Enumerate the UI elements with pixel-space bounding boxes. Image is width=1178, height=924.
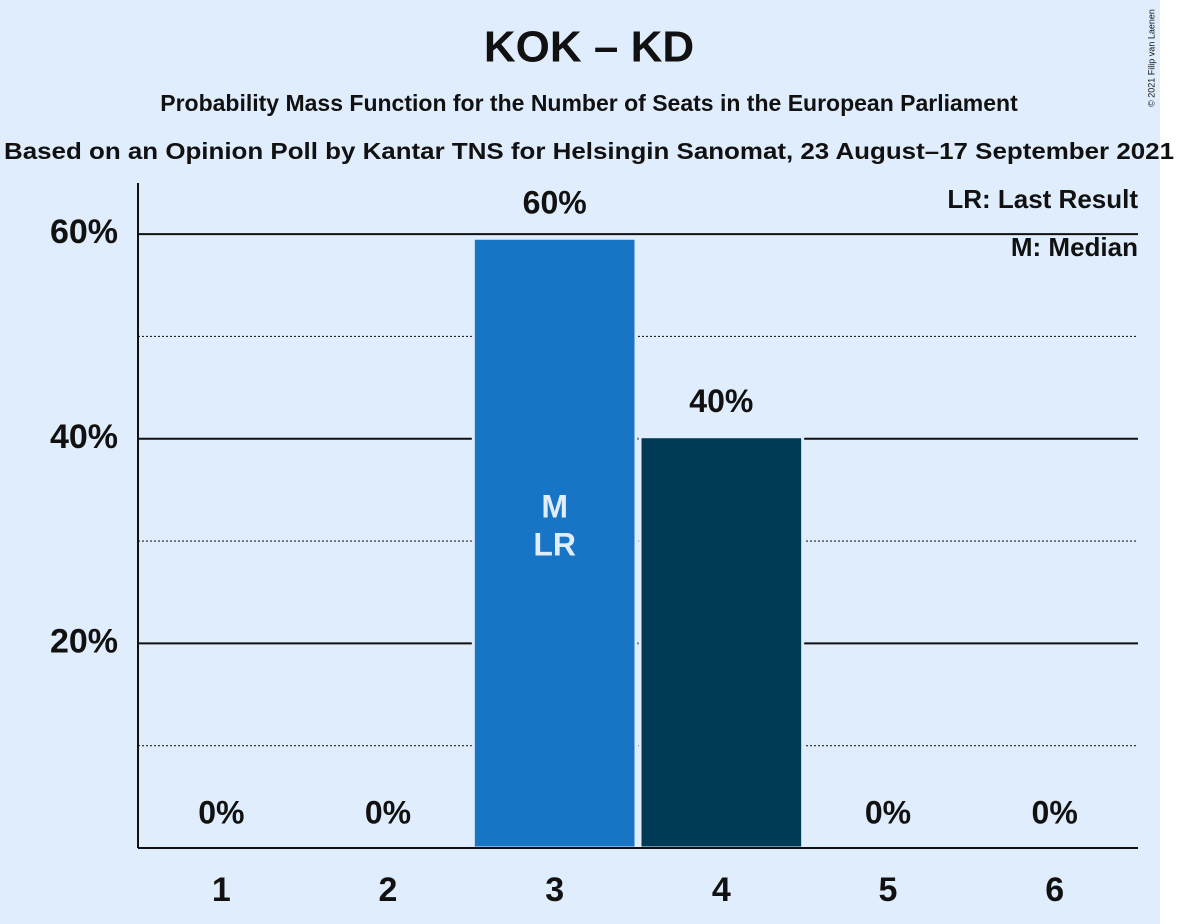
bar-annotation: M: [541, 488, 568, 524]
y-tick-label: 20%: [50, 622, 118, 660]
x-tick-label: 6: [1045, 871, 1064, 909]
y-tick-label: 40%: [50, 418, 118, 456]
x-tick-label: 1: [212, 871, 231, 909]
x-tick-label: 2: [379, 871, 398, 909]
x-tick-label: 5: [879, 871, 898, 909]
subtitle: Based on an Opinion Poll by Kantar TNS f…: [4, 138, 1174, 164]
value-label: 0%: [365, 794, 411, 830]
bar-annotation: LR: [533, 526, 576, 562]
side-strip: [1160, 0, 1178, 924]
subtitle: Probability Mass Function for the Number…: [160, 90, 1018, 116]
bar: [638, 435, 805, 850]
value-label: 0%: [1032, 794, 1078, 830]
value-label: 60%: [523, 185, 587, 221]
value-label: 40%: [689, 383, 753, 419]
x-tick-label: 3: [545, 871, 564, 909]
x-tick-label: 4: [712, 871, 731, 909]
legend-entry: LR: Last Result: [947, 184, 1138, 214]
chart-title: KOK – KD: [484, 23, 694, 72]
value-label: 0%: [198, 794, 244, 830]
value-label: 0%: [865, 794, 911, 830]
legend-entry: M: Median: [1011, 232, 1138, 262]
copyright: © 2021 Filip van Laenen: [1146, 9, 1156, 107]
y-tick-label: 60%: [50, 213, 118, 251]
